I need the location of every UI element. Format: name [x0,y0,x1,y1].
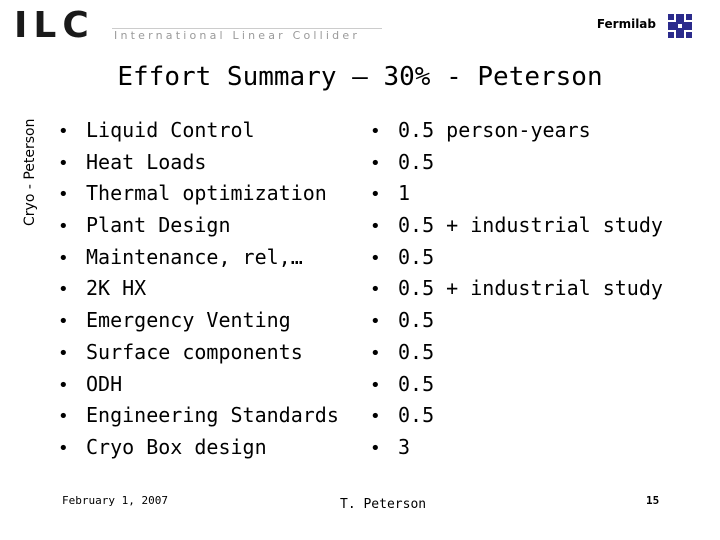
bullet-icon: • [58,406,69,428]
task-item-text: Maintenance, rel,… [86,244,303,269]
effort-item-text: 0.5 [398,149,435,174]
task-item: • Cryo Box design [58,432,339,464]
effort-item-text: 1 [398,181,411,206]
effort-item-text: 0.5 [398,403,435,428]
bullet-icon: • [370,121,381,142]
task-item: • Maintenance, rel,… [58,242,339,274]
task-item-text: Surface components [86,339,303,364]
bullet-icon: • [58,342,69,364]
bullet-icon: • [370,374,381,396]
bullet-icon: • [58,279,69,301]
task-item: • Plant Design [58,210,339,242]
effort-item-text: 0.5 + industrial study [398,213,663,238]
task-list: • Liquid Control • Heat Loads • Thermal optim… [58,115,339,464]
task-item: • 2K HX [58,273,339,305]
bullet-icon: • [58,374,69,396]
effort-item-text: 0.5 [398,244,435,269]
task-item: • Thermal optimization [58,178,339,210]
task-item: • Liquid Control [58,115,339,147]
bullet-icon: • [370,247,381,269]
bullet-icon: • [58,121,69,142]
effort-item: • 0.5 [370,147,663,179]
bullet-icon: • [370,216,381,238]
effort-item-text: 0.5 + industrial study [398,276,663,301]
footer-date: February 1, 2007 [62,494,168,507]
bullet-icon: • [370,279,381,301]
effort-item: • 0.5 [370,337,663,369]
effort-item: • 0.5 [370,400,663,432]
task-item: • Engineering Standards [58,400,339,432]
bullet-icon: • [370,311,381,333]
effort-item: • 0.5 person-years [370,115,663,147]
effort-item: • 0.5 + industrial study [370,210,663,242]
effort-item: • 0.5 [370,369,663,401]
ilc-logo: ILC International Linear Collider [14,5,382,46]
effort-item: • 3 [370,432,663,464]
bullet-icon: • [370,342,381,364]
lab-name: Fermilab [596,17,656,31]
ilc-logo-subtitle: International Linear Collider [114,29,361,42]
bullet-icon: • [58,437,69,459]
bullet-icon: • [370,406,381,428]
task-item-text: ODH [86,371,123,396]
task-item-text: Thermal optimization [86,181,327,206]
ilc-logo-text: ILC [14,5,95,46]
logo-divider [112,28,382,29]
task-item-text: Heat Loads [86,149,207,174]
fermilab-logo-icon [668,14,692,38]
task-item-text: Engineering Standards [86,403,339,428]
effort-item-text: 3 [398,434,411,459]
effort-item: • 0.5 + industrial study [370,273,663,305]
bullet-icon: • [58,216,69,238]
bullet-icon: • [370,152,381,174]
effort-item: • 1 [370,178,663,210]
task-item: • Emergency Venting [58,305,339,337]
effort-item-text: 0.5 [398,339,435,364]
side-label: Cryo - Peterson [22,118,38,226]
bullet-icon: • [58,311,69,333]
effort-item: • 0.5 [370,242,663,274]
bullet-icon: • [370,184,381,206]
bullet-icon: • [58,184,69,206]
bullet-icon: • [370,437,381,459]
effort-item-text: 0.5 person-years [398,118,591,142]
bullet-icon: • [58,247,69,269]
effort-item-text: 0.5 [398,308,435,333]
bullet-icon: • [58,152,69,174]
task-item-text: Cryo Box design [86,434,267,459]
effort-list: • 0.5 person-years • 0.5 • 1 • 0.5 + industrial… [370,115,663,464]
task-item: • Surface components [58,337,339,369]
task-item-text: 2K HX [86,276,147,301]
effort-item: • 0.5 [370,305,663,337]
slide-title: Effort Summary – 30% - Peterson [117,62,603,92]
task-item-text: Liquid Control [86,118,255,142]
page-number: 15 [646,494,660,507]
task-item-text: Plant Design [86,213,231,238]
task-item: • Heat Loads [58,147,339,179]
task-item: • ODH [58,369,339,401]
effort-item-text: 0.5 [398,371,435,396]
task-item-text: Emergency Venting [86,308,291,333]
footer-author: T. Peterson [340,497,427,512]
